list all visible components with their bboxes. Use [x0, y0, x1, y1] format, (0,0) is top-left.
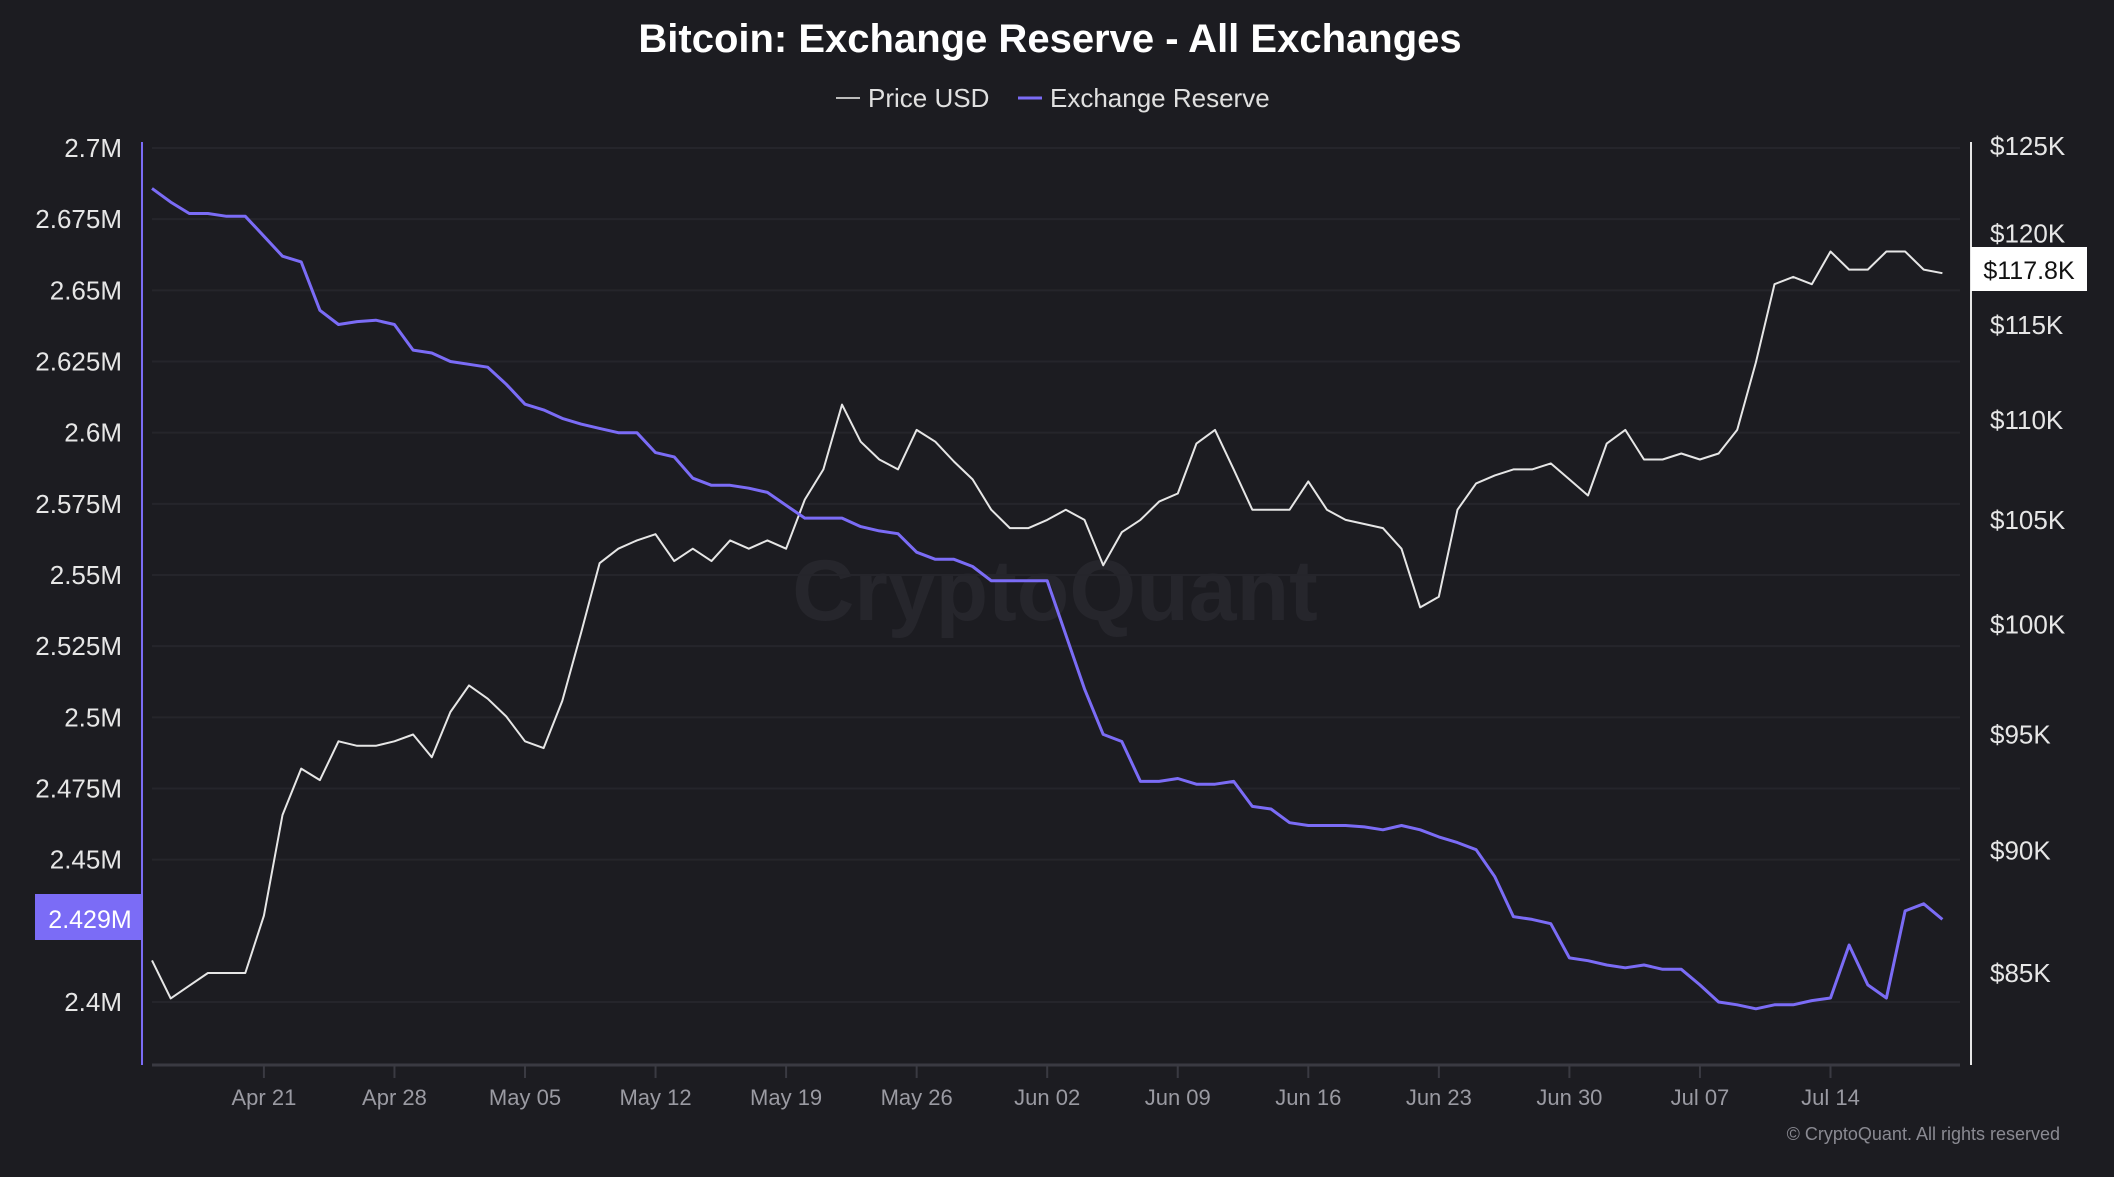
watermark: CryptoQuant [792, 543, 1318, 639]
x-tick-label: Jun 09 [1145, 1085, 1211, 1110]
left-tick-label: 2.675M [35, 204, 122, 234]
left-tick-label: 2.475M [35, 774, 122, 804]
x-tick-label: May 05 [489, 1085, 561, 1110]
legend-reserve-label[interactable]: Exchange Reserve [1050, 83, 1270, 113]
right-tick-label: $100K [1990, 610, 2066, 640]
x-tick-label: May 12 [619, 1085, 691, 1110]
gridlines [152, 147, 1960, 1003]
right-current-badge: $117.8K [1971, 247, 2087, 291]
right-tick-label: $115K [1990, 310, 2064, 340]
right-current-value: $117.8K [1983, 257, 2075, 285]
exchange-reserve-line [151, 187, 1944, 1011]
legend-price-label[interactable]: Price USD [868, 83, 989, 113]
left-tick-label: 2.65M [50, 275, 122, 305]
x-tick-label: Jul 07 [1671, 1085, 1730, 1110]
left-tick-label: 2.6M [64, 418, 122, 448]
x-tick-label: Apr 28 [362, 1085, 427, 1110]
series-layer [151, 187, 1944, 1011]
left-tick-label: 2.7M [64, 133, 122, 163]
right-tick-label: $120K [1990, 219, 2066, 249]
x-tick-label: Jun 16 [1275, 1085, 1341, 1110]
left-tick-label: 2.55M [50, 560, 122, 590]
x-tick-label: Jun 02 [1014, 1085, 1080, 1110]
left-tick-label: 2.5M [64, 702, 122, 732]
x-tick-label: Apr 21 [231, 1085, 296, 1110]
right-axis: $125K $120K $115K $110K $105K $100K $95K $90K $8… [1990, 131, 2066, 988]
left-tick-label: 2.525M [35, 631, 122, 661]
right-tick-label: $90K [1990, 835, 2051, 865]
legend[interactable]: Price USD Exchange Reserve [836, 83, 1270, 113]
left-tick-label: 2.45M [50, 845, 122, 875]
right-tick-label: $105K [1990, 505, 2066, 535]
right-tick-label: $110K [1990, 405, 2064, 435]
left-current-badge: 2.429M [35, 894, 142, 940]
price-usd-line [151, 250, 1943, 1000]
x-axis: Apr 21 Apr 28 May 05 May 12 May 19 May 26 Jun … [231, 1065, 1860, 1110]
copyright: © CryptoQuant. All rights reserved [1787, 1124, 2060, 1144]
left-tick-label: 2.575M [35, 489, 122, 519]
right-tick-label: $95K [1990, 719, 2051, 749]
chart-title: Bitcoin: Exchange Reserve - All Exchange… [638, 17, 1461, 61]
x-tick-label: Jul 14 [1801, 1085, 1860, 1110]
right-tick-label: $85K [1990, 958, 2051, 988]
x-tick-label: May 26 [881, 1085, 953, 1110]
left-tick-label: 2.4M [64, 987, 122, 1017]
right-tick-label: $125K [1990, 131, 2066, 161]
left-tick-label: 2.625M [35, 347, 122, 377]
x-tick-label: May 19 [750, 1085, 822, 1110]
x-tick-label: Jun 23 [1406, 1085, 1472, 1110]
x-tick-label: Jun 30 [1536, 1085, 1602, 1110]
left-current-value: 2.429M [48, 906, 131, 934]
left-axis: 2.7M 2.675M 2.65M 2.625M 2.6M 2.575M 2.55M 2.52… [35, 133, 122, 1017]
